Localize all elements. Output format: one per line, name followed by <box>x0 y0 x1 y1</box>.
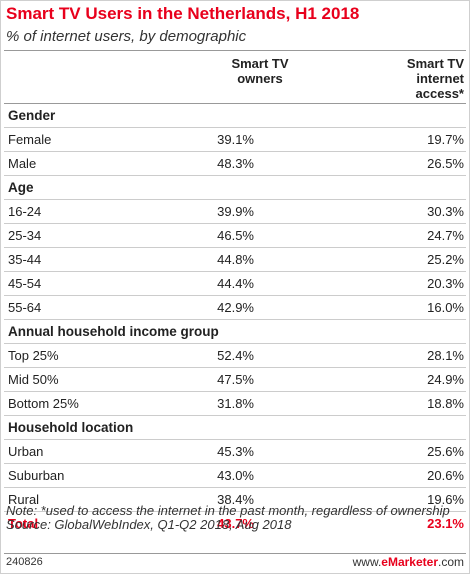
internet-access-value: 19.6% <box>404 487 466 512</box>
owners-value: 48.3% <box>208 151 404 176</box>
internet-access-value: 25.6% <box>404 439 466 464</box>
column-header-access-line: access* <box>415 86 464 101</box>
owners-value: 46.5% <box>208 223 404 248</box>
internet-access-value: 24.7% <box>404 223 466 248</box>
owners-value: 38.4% <box>208 487 404 512</box>
table-row: Mid 50% 47.5% 24.9% <box>4 367 466 392</box>
table-row: Male 48.3% 26.5% <box>4 151 466 176</box>
owners-value: 44.4% <box>208 271 404 296</box>
table-row: Bottom 25% 31.8% 18.8% <box>4 391 466 416</box>
owners-value: 45.3% <box>208 439 404 464</box>
row-label: Urban <box>4 439 208 464</box>
brand-suffix: .com <box>437 555 464 569</box>
row-label: Mid 50% <box>4 367 208 392</box>
owners-value: 42.9% <box>208 295 404 320</box>
table-row: 45-54 44.4% 20.3% <box>4 271 466 296</box>
internet-access-value: 30.3% <box>404 199 466 224</box>
data-table: Gender Female 39.1% 19.7% Male 48.3% 26.5% Age 1… <box>4 104 466 535</box>
table-row: 25-34 46.5% 24.7% <box>4 223 466 248</box>
owners-value: 52.4% <box>208 343 404 368</box>
table-row: 55-64 42.9% 16.0% <box>4 295 466 320</box>
internet-access-value: 25.2% <box>404 247 466 272</box>
header-rule <box>4 103 466 104</box>
notes: Note: *used to access the internet in th… <box>6 504 456 532</box>
row-label: 55-64 <box>4 295 208 320</box>
row-label: Rural <box>4 487 208 512</box>
table-row: Top 25% 52.4% 28.1% <box>4 343 466 368</box>
table-row: Female 39.1% 19.7% <box>4 127 466 152</box>
row-label: 16-24 <box>4 199 208 224</box>
group-header-row: Gender <box>4 104 466 128</box>
internet-access-value: 23.1% <box>427 516 464 531</box>
table-row: Rural 38.4% 19.6% <box>4 487 466 512</box>
table-body: Gender Female 39.1% 19.7% Male 48.3% 26.5% Age 1… <box>4 104 466 535</box>
brand-prefix: www. <box>352 555 382 569</box>
note-text: Note: *used to access the internet in th… <box>6 503 450 518</box>
row-label: Male <box>4 151 208 176</box>
title-rule <box>4 50 466 51</box>
internet-access-value: 18.8% <box>404 391 466 416</box>
group-header-row: Annual household income group <box>4 319 466 344</box>
internet-access-value: 24.9% <box>404 367 466 392</box>
group-header-row: Household location <box>4 415 466 440</box>
group-label: Age <box>4 175 466 200</box>
column-header-owners-line: owners <box>237 71 283 86</box>
row-label: 35-44 <box>4 247 208 272</box>
column-header-access-line: internet <box>416 71 464 86</box>
brand-link[interactable]: www.eMarketer.com <box>353 555 464 569</box>
chart-id: 240826 <box>6 556 43 568</box>
internet-access-value: 28.1% <box>404 343 466 368</box>
internet-access-value: 19.7% <box>404 127 466 152</box>
footer-rule <box>4 553 466 554</box>
owners-value: 44.8% <box>208 247 404 272</box>
column-header-internet-access: Smart TV internet access* <box>394 56 464 101</box>
chart-title: Smart TV Users in the Netherlands, H1 20… <box>6 4 360 23</box>
table-row: Urban 45.3% 25.6% <box>4 439 466 464</box>
owners-value: 39.9% <box>208 199 404 224</box>
column-header-owners: Smart TV owners <box>205 56 315 86</box>
internet-access-value: 20.3% <box>404 271 466 296</box>
owners-value: 31.8% <box>208 391 404 416</box>
table-row: 35-44 44.8% 25.2% <box>4 247 466 272</box>
row-label: Female <box>4 127 208 152</box>
group-label: Household location <box>4 415 466 440</box>
chart-subtitle: % of internet users, by demographic <box>6 28 247 45</box>
row-label: Bottom 25% <box>4 391 208 416</box>
row-label: 45-54 <box>4 271 208 296</box>
source-text: Source: GlobalWebIndex, Q1-Q2 2018, Aug … <box>6 517 292 532</box>
owners-value: 47.5% <box>208 367 404 392</box>
column-header-access-line: Smart TV <box>406 56 464 71</box>
owners-value: 39.1% <box>208 127 404 152</box>
owners-value: 43.7% <box>217 516 254 531</box>
owners-value: 43.0% <box>208 463 404 488</box>
table-row: 16-24 39.9% 30.3% <box>4 199 466 224</box>
row-label: Suburban <box>4 463 208 488</box>
row-label: Total <box>8 516 39 531</box>
group-label: Gender <box>4 104 466 128</box>
column-header-owners-line: Smart TV <box>231 56 289 71</box>
internet-access-value: 26.5% <box>404 151 466 176</box>
group-header-row: Age <box>4 175 466 200</box>
table-row: Suburban 43.0% 20.6% <box>4 463 466 488</box>
row-label: 25-34 <box>4 223 208 248</box>
total-row: Total 43.7% 23.1% <box>4 512 466 536</box>
internet-access-value: 16.0% <box>404 295 466 320</box>
group-label: Annual household income group <box>4 319 466 344</box>
brand-name: eMarketer <box>381 555 438 569</box>
internet-access-value: 20.6% <box>404 463 466 488</box>
row-label: Top 25% <box>4 343 208 368</box>
